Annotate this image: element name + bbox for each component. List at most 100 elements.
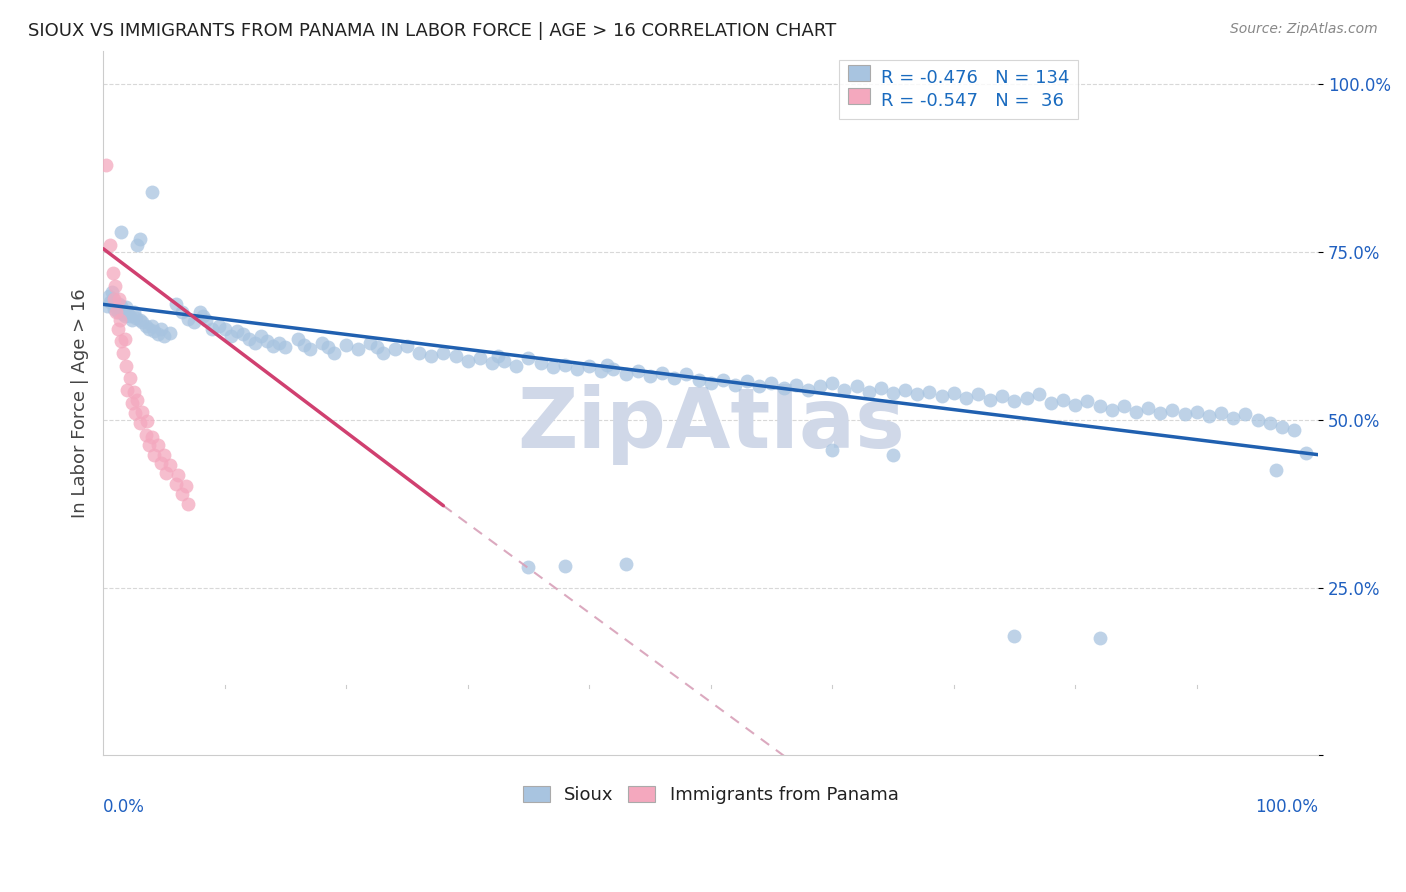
Point bbox=[104, 297, 127, 311]
Point bbox=[1137, 401, 1160, 415]
Point bbox=[505, 359, 527, 373]
Point bbox=[155, 467, 177, 481]
Point bbox=[517, 560, 540, 574]
Point bbox=[905, 387, 928, 401]
Point bbox=[1101, 402, 1123, 417]
Point bbox=[688, 372, 710, 386]
Point bbox=[1004, 394, 1026, 409]
Point bbox=[165, 476, 187, 491]
Point bbox=[214, 322, 236, 336]
Point bbox=[159, 458, 181, 473]
Point bbox=[100, 285, 122, 300]
Point bbox=[1282, 423, 1305, 437]
Text: Source: ZipAtlas.com: Source: ZipAtlas.com bbox=[1230, 22, 1378, 37]
Point bbox=[772, 381, 794, 395]
Point bbox=[614, 367, 637, 381]
Point bbox=[602, 362, 624, 376]
Point bbox=[664, 371, 686, 385]
Point bbox=[287, 332, 309, 346]
Point bbox=[269, 335, 291, 350]
Point bbox=[699, 376, 721, 390]
Point bbox=[1174, 408, 1197, 422]
Point bbox=[1052, 392, 1074, 407]
Point bbox=[942, 386, 965, 401]
Point bbox=[359, 335, 381, 350]
Point bbox=[869, 381, 891, 395]
Point bbox=[135, 427, 157, 442]
Point bbox=[207, 318, 229, 333]
Point bbox=[1264, 463, 1286, 477]
Point bbox=[112, 304, 135, 318]
Point bbox=[108, 301, 131, 316]
Point bbox=[785, 377, 807, 392]
Point bbox=[651, 366, 673, 380]
Point bbox=[128, 416, 150, 430]
Point bbox=[1088, 400, 1111, 414]
Point bbox=[177, 312, 200, 326]
Point bbox=[150, 322, 173, 336]
Point bbox=[122, 384, 145, 399]
Point bbox=[114, 309, 136, 323]
Point bbox=[292, 337, 315, 351]
Point bbox=[183, 316, 205, 330]
Point bbox=[125, 310, 148, 325]
Point bbox=[384, 343, 406, 357]
Point bbox=[991, 389, 1014, 403]
Point bbox=[115, 300, 138, 314]
Point bbox=[177, 497, 200, 511]
Point bbox=[101, 267, 124, 281]
Legend: Sioux, Immigrants from Panama: Sioux, Immigrants from Panama bbox=[513, 777, 908, 814]
Point bbox=[541, 360, 564, 375]
Point bbox=[316, 340, 339, 354]
Point bbox=[114, 332, 136, 346]
Point bbox=[117, 383, 139, 397]
Point bbox=[444, 349, 467, 363]
Point bbox=[1258, 416, 1281, 430]
Point bbox=[127, 238, 149, 252]
Point bbox=[596, 358, 619, 372]
Point bbox=[127, 392, 149, 407]
Point bbox=[1004, 629, 1026, 643]
Point bbox=[468, 351, 491, 365]
Point bbox=[153, 329, 176, 343]
Point bbox=[481, 356, 503, 370]
Point bbox=[1246, 413, 1268, 427]
Point bbox=[141, 318, 163, 333]
Point bbox=[111, 345, 134, 359]
Text: 0.0%: 0.0% bbox=[103, 797, 145, 815]
Point bbox=[105, 300, 128, 314]
Point bbox=[101, 292, 124, 306]
Point bbox=[578, 359, 600, 373]
Point bbox=[1088, 631, 1111, 645]
Point bbox=[174, 478, 197, 492]
Point bbox=[1185, 405, 1208, 419]
Point bbox=[797, 383, 820, 397]
Point bbox=[311, 335, 333, 350]
Text: 100.0%: 100.0% bbox=[1256, 797, 1319, 815]
Point bbox=[108, 297, 131, 311]
Point bbox=[1039, 396, 1062, 410]
Point bbox=[1112, 400, 1135, 414]
Point bbox=[420, 349, 443, 363]
Point bbox=[1271, 419, 1294, 434]
Point bbox=[195, 313, 218, 327]
Point bbox=[219, 329, 242, 343]
Point bbox=[250, 329, 273, 343]
Point bbox=[191, 309, 214, 323]
Point bbox=[146, 438, 169, 452]
Point bbox=[1295, 446, 1317, 460]
Point bbox=[554, 358, 576, 372]
Point bbox=[146, 326, 169, 341]
Point bbox=[143, 448, 166, 462]
Point bbox=[150, 457, 173, 471]
Point bbox=[110, 299, 132, 313]
Point bbox=[395, 339, 418, 353]
Point bbox=[98, 288, 121, 302]
Point bbox=[1198, 409, 1220, 424]
Point bbox=[565, 362, 588, 376]
Point bbox=[141, 429, 163, 443]
Point bbox=[517, 351, 540, 365]
Point bbox=[121, 396, 143, 410]
Point bbox=[274, 340, 297, 354]
Point bbox=[638, 369, 661, 384]
